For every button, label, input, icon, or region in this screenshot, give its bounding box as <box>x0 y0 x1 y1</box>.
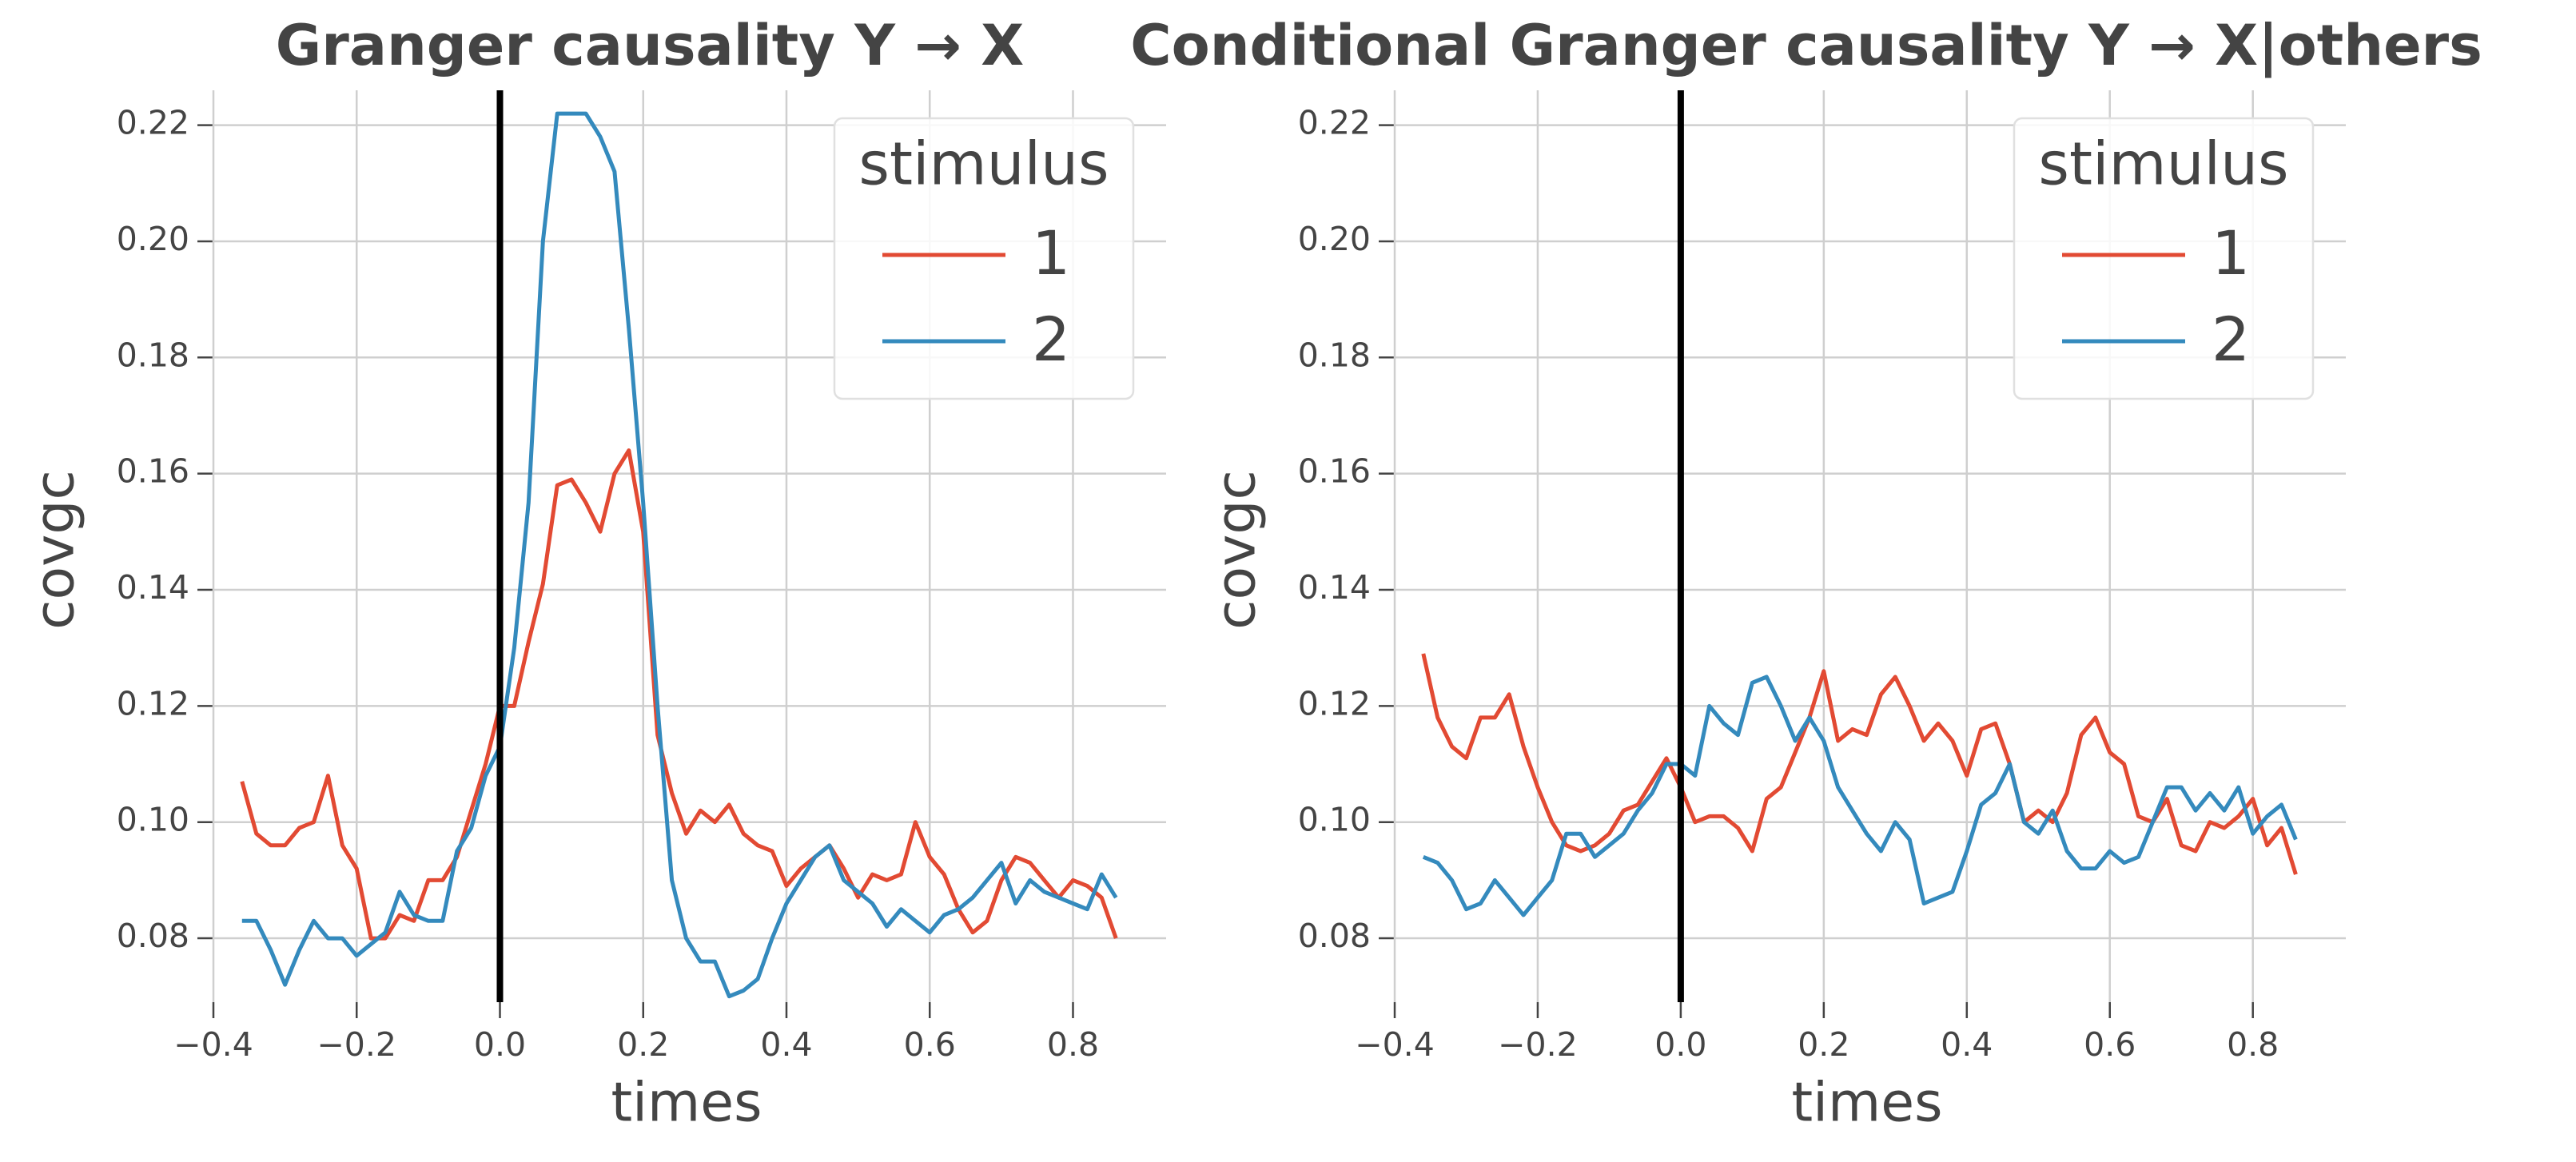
data-line <box>1421 653 2298 875</box>
x-axis-label: times <box>611 1072 762 1135</box>
chart-panel: 0.080.100.120.140.160.180.200.22−0.4 −0.2… <box>1130 13 2482 1135</box>
legend-box <box>2013 117 2315 400</box>
legend: stimulus 1 2 <box>833 117 1135 400</box>
legend: stimulus 1 2 <box>2013 117 2315 400</box>
data-line <box>241 111 1118 999</box>
y-tick-label: 0.10 <box>117 801 189 839</box>
y-tick-label: 0.18 <box>117 336 189 374</box>
y-tick-label: 0.16 <box>1298 452 1371 491</box>
x-tick-label: 0.2 <box>617 1025 669 1064</box>
x-tick-label: −0.4 <box>173 1025 253 1064</box>
x-tick-label: −0.2 <box>317 1025 396 1064</box>
legend-label: 2 <box>2212 304 2250 375</box>
x-tick-label: 0.8 <box>2227 1025 2279 1064</box>
data-line <box>240 448 1118 941</box>
y-tick-label: 0.20 <box>1298 220 1371 258</box>
chart-title: Conditional Granger causality Y → X|othe… <box>1130 13 2482 78</box>
y-tick-label: 0.12 <box>117 684 189 722</box>
y-tick-label: 0.22 <box>117 104 189 142</box>
y-tick-label: 0.10 <box>1298 801 1371 839</box>
y-tick-label: 0.22 <box>1298 104 1371 142</box>
chart-panel: 0.080.100.120.140.160.180.200.22−0.4 −0.2… <box>24 13 1166 1135</box>
y-axis-label: covgc <box>24 470 87 630</box>
x-tick-label: 0.0 <box>474 1025 526 1064</box>
legend-box <box>833 117 1135 400</box>
x-tick-label: 0.6 <box>904 1025 956 1064</box>
y-tick-label: 0.20 <box>117 220 189 258</box>
x-axis-label: times <box>1791 1072 1942 1135</box>
data-line <box>1422 675 2298 917</box>
x-tick-label: 0.6 <box>2084 1025 2136 1064</box>
legend-label: 1 <box>2212 217 2250 289</box>
chart-title: Granger causality Y → X <box>276 13 1025 78</box>
y-tick-label: 0.12 <box>1298 684 1371 722</box>
legend-label: 1 <box>1032 217 1070 289</box>
y-tick-label: 0.16 <box>117 452 189 491</box>
x-tick-label: 0.4 <box>1941 1025 1993 1064</box>
x-tick-label: 0.8 <box>1047 1025 1099 1064</box>
legend-title: stimulus <box>858 130 1109 199</box>
x-tick-label: −0.2 <box>1498 1025 1578 1064</box>
y-tick-label: 0.18 <box>1298 336 1371 374</box>
y-tick-label: 0.08 <box>117 917 189 955</box>
y-axis-label: covgc <box>1205 470 1268 630</box>
legend-label: 2 <box>1032 304 1070 375</box>
y-tick-label: 0.08 <box>1298 917 1371 955</box>
x-tick-label: 0.0 <box>1654 1025 1706 1064</box>
x-tick-label: −0.4 <box>1355 1025 1435 1064</box>
x-tick-label: 0.4 <box>760 1025 812 1064</box>
y-tick-label: 0.14 <box>1298 568 1371 607</box>
x-tick-label: 0.2 <box>1798 1025 1849 1064</box>
y-tick-label: 0.14 <box>117 568 189 607</box>
legend-title: stimulus <box>2038 130 2288 199</box>
